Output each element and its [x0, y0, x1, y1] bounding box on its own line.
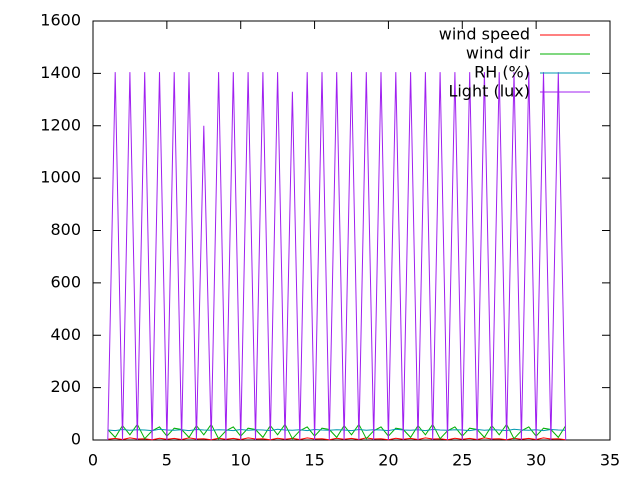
x-tick-label: 15: [304, 451, 324, 470]
x-tick-label: 20: [378, 451, 398, 470]
y-tick-label: 1400: [40, 63, 81, 82]
y-tick-label: 400: [50, 325, 81, 344]
y-tick-label: 800: [50, 220, 81, 239]
series-line: [107, 428, 566, 432]
legend-label: RH (%): [474, 63, 530, 82]
x-tick-label: 0: [88, 451, 98, 470]
legend-label: wind speed: [439, 25, 530, 44]
y-tick-label: 0: [71, 430, 81, 449]
x-tick-label: 35: [600, 451, 620, 470]
y-tick-label: 1000: [40, 168, 81, 187]
x-tick-label: 5: [162, 451, 172, 470]
legend-label: wind dir: [466, 44, 531, 63]
y-tick-label: 1200: [40, 115, 81, 134]
series-line: [107, 72, 567, 441]
y-tick-label: 600: [50, 272, 81, 291]
y-tick-label: 200: [50, 377, 81, 396]
x-tick-label: 25: [452, 451, 472, 470]
x-tick-label: 10: [231, 451, 251, 470]
series-line: [107, 437, 566, 441]
series-line: [107, 423, 567, 440]
x-tick-label: 30: [526, 451, 546, 470]
legend-label: Light (lux): [448, 82, 530, 101]
y-tick-label: 1600: [40, 11, 81, 30]
